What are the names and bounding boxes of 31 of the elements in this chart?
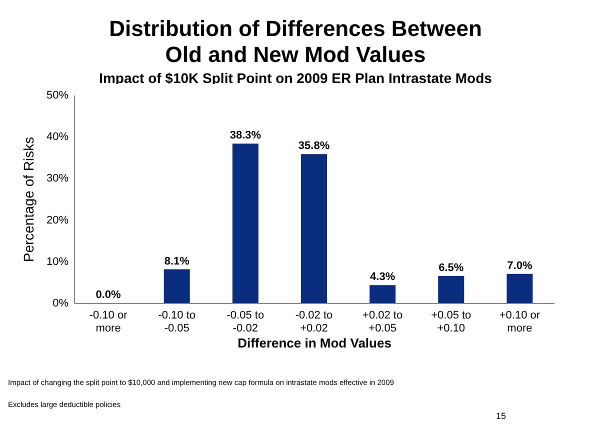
y-tick-label: 20% xyxy=(46,214,69,226)
x-axis-title: Difference in Mod Values xyxy=(238,336,392,350)
y-tick-label: 10% xyxy=(46,256,69,268)
bar xyxy=(232,144,258,303)
x-tick-label: -0.10 to -0.05 xyxy=(158,310,196,334)
bar xyxy=(370,285,396,303)
data-label: 38.3% xyxy=(230,130,262,142)
y-tick-label: 40% xyxy=(46,131,69,144)
x-tick-label: +0.10 or more xyxy=(499,310,540,334)
x-tick-label: -0.02 to +0.02 xyxy=(295,310,333,334)
bar xyxy=(301,154,327,303)
data-label: 8.1% xyxy=(164,255,190,268)
data-label: 7.0% xyxy=(507,260,532,272)
x-tick-label: -0.10 or more xyxy=(89,310,128,334)
data-label: 35.8% xyxy=(298,140,330,152)
chart-title: Distribution of Differences Between Old and New Mod Values xyxy=(108,16,483,68)
bar xyxy=(438,276,464,303)
y-tick-label: 0% xyxy=(52,298,69,310)
bar xyxy=(164,269,190,303)
text: 15 xyxy=(496,411,506,421)
y-tick-label: 30% xyxy=(46,172,69,185)
x-tick-label: -0.05 to -0.02 xyxy=(226,310,264,334)
y-axis-title: Percentage of Risks xyxy=(20,136,36,262)
data-label: 4.3% xyxy=(370,271,396,284)
y-tick-label: 50% xyxy=(46,90,69,102)
x-tick-label: +0.05 to +0.10 xyxy=(431,310,472,334)
x-tick-label: +0.02 to +0.05 xyxy=(362,310,403,334)
data-label: 6.5% xyxy=(438,262,464,274)
bar xyxy=(506,274,533,303)
chart-subtitle: Impact of $10K Split Point on 2009 ER Plan Intrastate Mods xyxy=(98,70,493,86)
data-label: 0.0% xyxy=(96,289,122,301)
